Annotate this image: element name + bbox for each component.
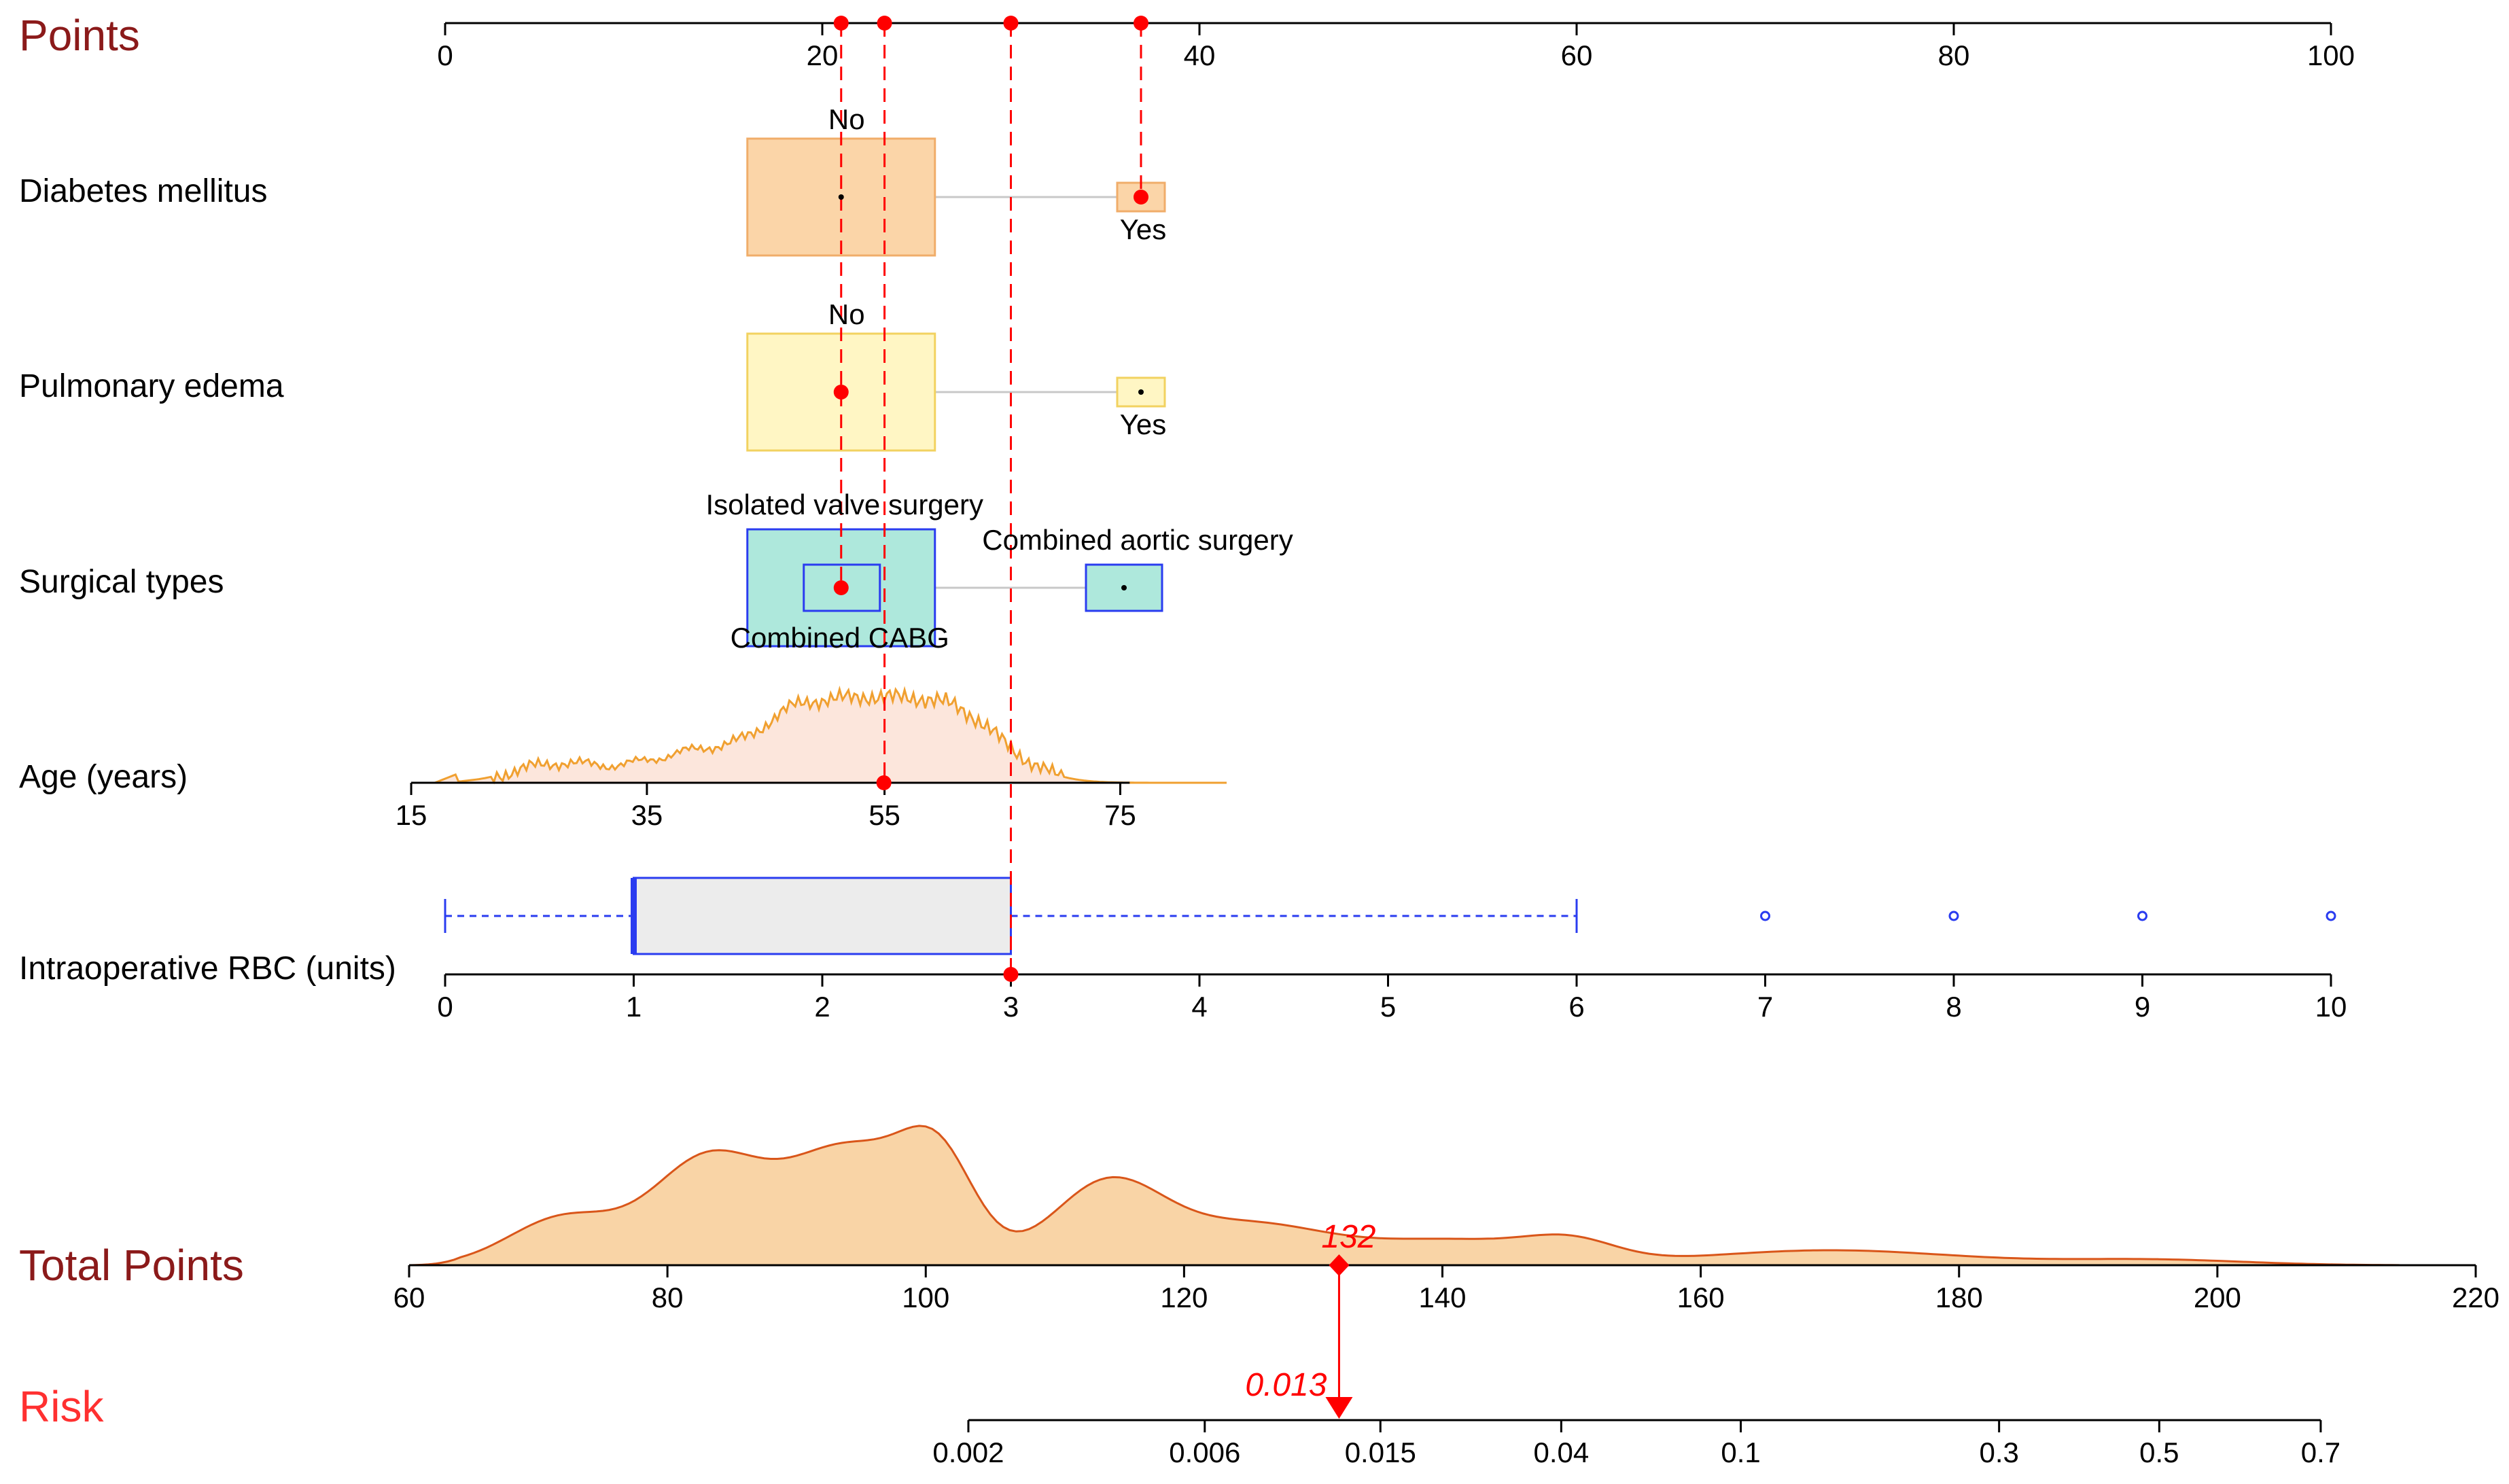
rbc-tick-label-10: 10 bbox=[2315, 991, 2347, 1023]
diabetes-mellitus-label: Diabetes mellitus bbox=[19, 173, 267, 209]
points-tick-label-80: 80 bbox=[1938, 39, 1970, 71]
risk-tick-label-0-006: 0.006 bbox=[1169, 1436, 1240, 1468]
diabetes-mellitus-dot-no bbox=[838, 194, 844, 200]
points-tick-label-60: 60 bbox=[1561, 39, 1593, 71]
points-tick-label-100: 100 bbox=[2307, 39, 2355, 71]
total-points-tick-label-80: 80 bbox=[652, 1282, 684, 1313]
rbc-tick-label-5: 5 bbox=[1380, 991, 1396, 1023]
risk-selected-label: 0.013 bbox=[1245, 1367, 1327, 1403]
diabetes-mellitus-selected-marker bbox=[1133, 190, 1148, 205]
risk-tick-label-0-7: 0.7 bbox=[2301, 1436, 2340, 1468]
rbc-outlier-9 bbox=[2137, 911, 2147, 921]
background-layer bbox=[408, 137, 2400, 1267]
risk-tick-label-0-3: 0.3 bbox=[1979, 1436, 2018, 1468]
age-density-area bbox=[434, 685, 1227, 785]
age-selected-marker bbox=[876, 775, 892, 790]
surgical-types-selected-marker bbox=[833, 580, 849, 595]
pulmonary-edema-label: Pulmonary edema bbox=[19, 368, 284, 404]
points-axis-marker-3 bbox=[1003, 16, 1019, 31]
age-tick-label-15: 15 bbox=[396, 799, 427, 831]
risk-tick-label-0-002: 0.002 bbox=[932, 1436, 1004, 1468]
risk-tick-label-0-1: 0.1 bbox=[1721, 1436, 1760, 1468]
rbc-tick-label-7: 7 bbox=[1757, 991, 1773, 1023]
risk-tick-label-0-015: 0.015 bbox=[1345, 1436, 1416, 1468]
total-points-tick-label-100: 100 bbox=[902, 1282, 949, 1313]
points-axis-marker-2 bbox=[877, 16, 892, 31]
age-tick-label-35: 35 bbox=[631, 799, 663, 831]
points-tick-label-0: 0 bbox=[437, 39, 453, 71]
rbc-outlier-8 bbox=[1948, 911, 1959, 921]
points-tick-label-20: 20 bbox=[807, 39, 839, 71]
risk-title: Risk bbox=[19, 1382, 104, 1431]
points-axis-marker-4 bbox=[1133, 16, 1148, 31]
pulmonary-edema-dot-yes bbox=[1138, 389, 1144, 395]
surgical-types-dot-combined-aortic-surgery bbox=[1121, 585, 1127, 590]
age-tick-label-55: 55 bbox=[868, 799, 900, 831]
risk-tick-label-0-5: 0.5 bbox=[2139, 1436, 2179, 1468]
total-points-selected-label: 132 bbox=[1321, 1219, 1375, 1255]
rbc-tick-label-6: 6 bbox=[1568, 991, 1584, 1023]
total-points-density-area bbox=[408, 1125, 2400, 1267]
diabetes-mellitus-level-no: No bbox=[828, 103, 865, 135]
total-points-tick-label-200: 200 bbox=[2194, 1282, 2241, 1313]
rbc-tick-label-2: 2 bbox=[814, 991, 830, 1023]
total-points-tick-label-180: 180 bbox=[1935, 1282, 1983, 1313]
rbc-tick-label-3: 3 bbox=[1003, 991, 1019, 1023]
guide-lines-layer bbox=[840, 23, 1142, 974]
rbc-box bbox=[633, 877, 1012, 955]
risk-tick-label-0-04: 0.04 bbox=[1533, 1436, 1589, 1468]
surgical-types-level-combined-aortic-surgery: Combined aortic surgery bbox=[982, 524, 1293, 556]
total-points-tick-label-140: 140 bbox=[1418, 1282, 1466, 1313]
pulmonary-edema-level-no: No bbox=[828, 298, 865, 330]
pulmonary-edema-selected-marker bbox=[833, 385, 849, 400]
total-points-tick-label-220: 220 bbox=[2452, 1282, 2499, 1313]
total-to-risk-arrowhead bbox=[1325, 1397, 1353, 1419]
rbc-tick-label-9: 9 bbox=[2135, 991, 2150, 1023]
surgical-types-level-isolated-valve-surgery: Isolated valve surgery bbox=[705, 489, 983, 520]
total-points-tick-label-120: 120 bbox=[1160, 1282, 1208, 1313]
age-tick-label-75: 75 bbox=[1104, 799, 1136, 831]
rbc-outlier-7 bbox=[1760, 911, 1770, 921]
points-axis-marker-1 bbox=[833, 16, 849, 31]
points-tick-label-40: 40 bbox=[1184, 39, 1216, 71]
rbc-outlier-10 bbox=[2326, 911, 2336, 921]
rbc-selected-marker bbox=[1003, 967, 1019, 982]
total-points-selected-marker bbox=[1329, 1254, 1350, 1276]
rbc-tick-label-4: 4 bbox=[1191, 991, 1207, 1023]
rbc-tick-label-1: 1 bbox=[626, 991, 642, 1023]
pulmonary-edema-level-yes: Yes bbox=[1120, 408, 1167, 440]
surgical-types-label: Surgical types bbox=[19, 564, 224, 600]
rbc-label: Intraoperative RBC (units) bbox=[19, 951, 396, 987]
total-points-title: Total Points bbox=[19, 1241, 244, 1290]
age-label: Age (years) bbox=[19, 759, 188, 795]
rbc-tick-label-0: 0 bbox=[437, 991, 453, 1023]
total-points-tick-label-60: 60 bbox=[393, 1282, 425, 1313]
total-points-tick-label-160: 160 bbox=[1677, 1282, 1725, 1313]
points-axis-title: Points bbox=[19, 11, 140, 60]
diabetes-mellitus-level-yes: Yes bbox=[1120, 213, 1167, 245]
surgical-types-level-combined-cabg: Combined CABG bbox=[731, 622, 949, 654]
rbc-tick-label-8: 8 bbox=[1946, 991, 1961, 1023]
